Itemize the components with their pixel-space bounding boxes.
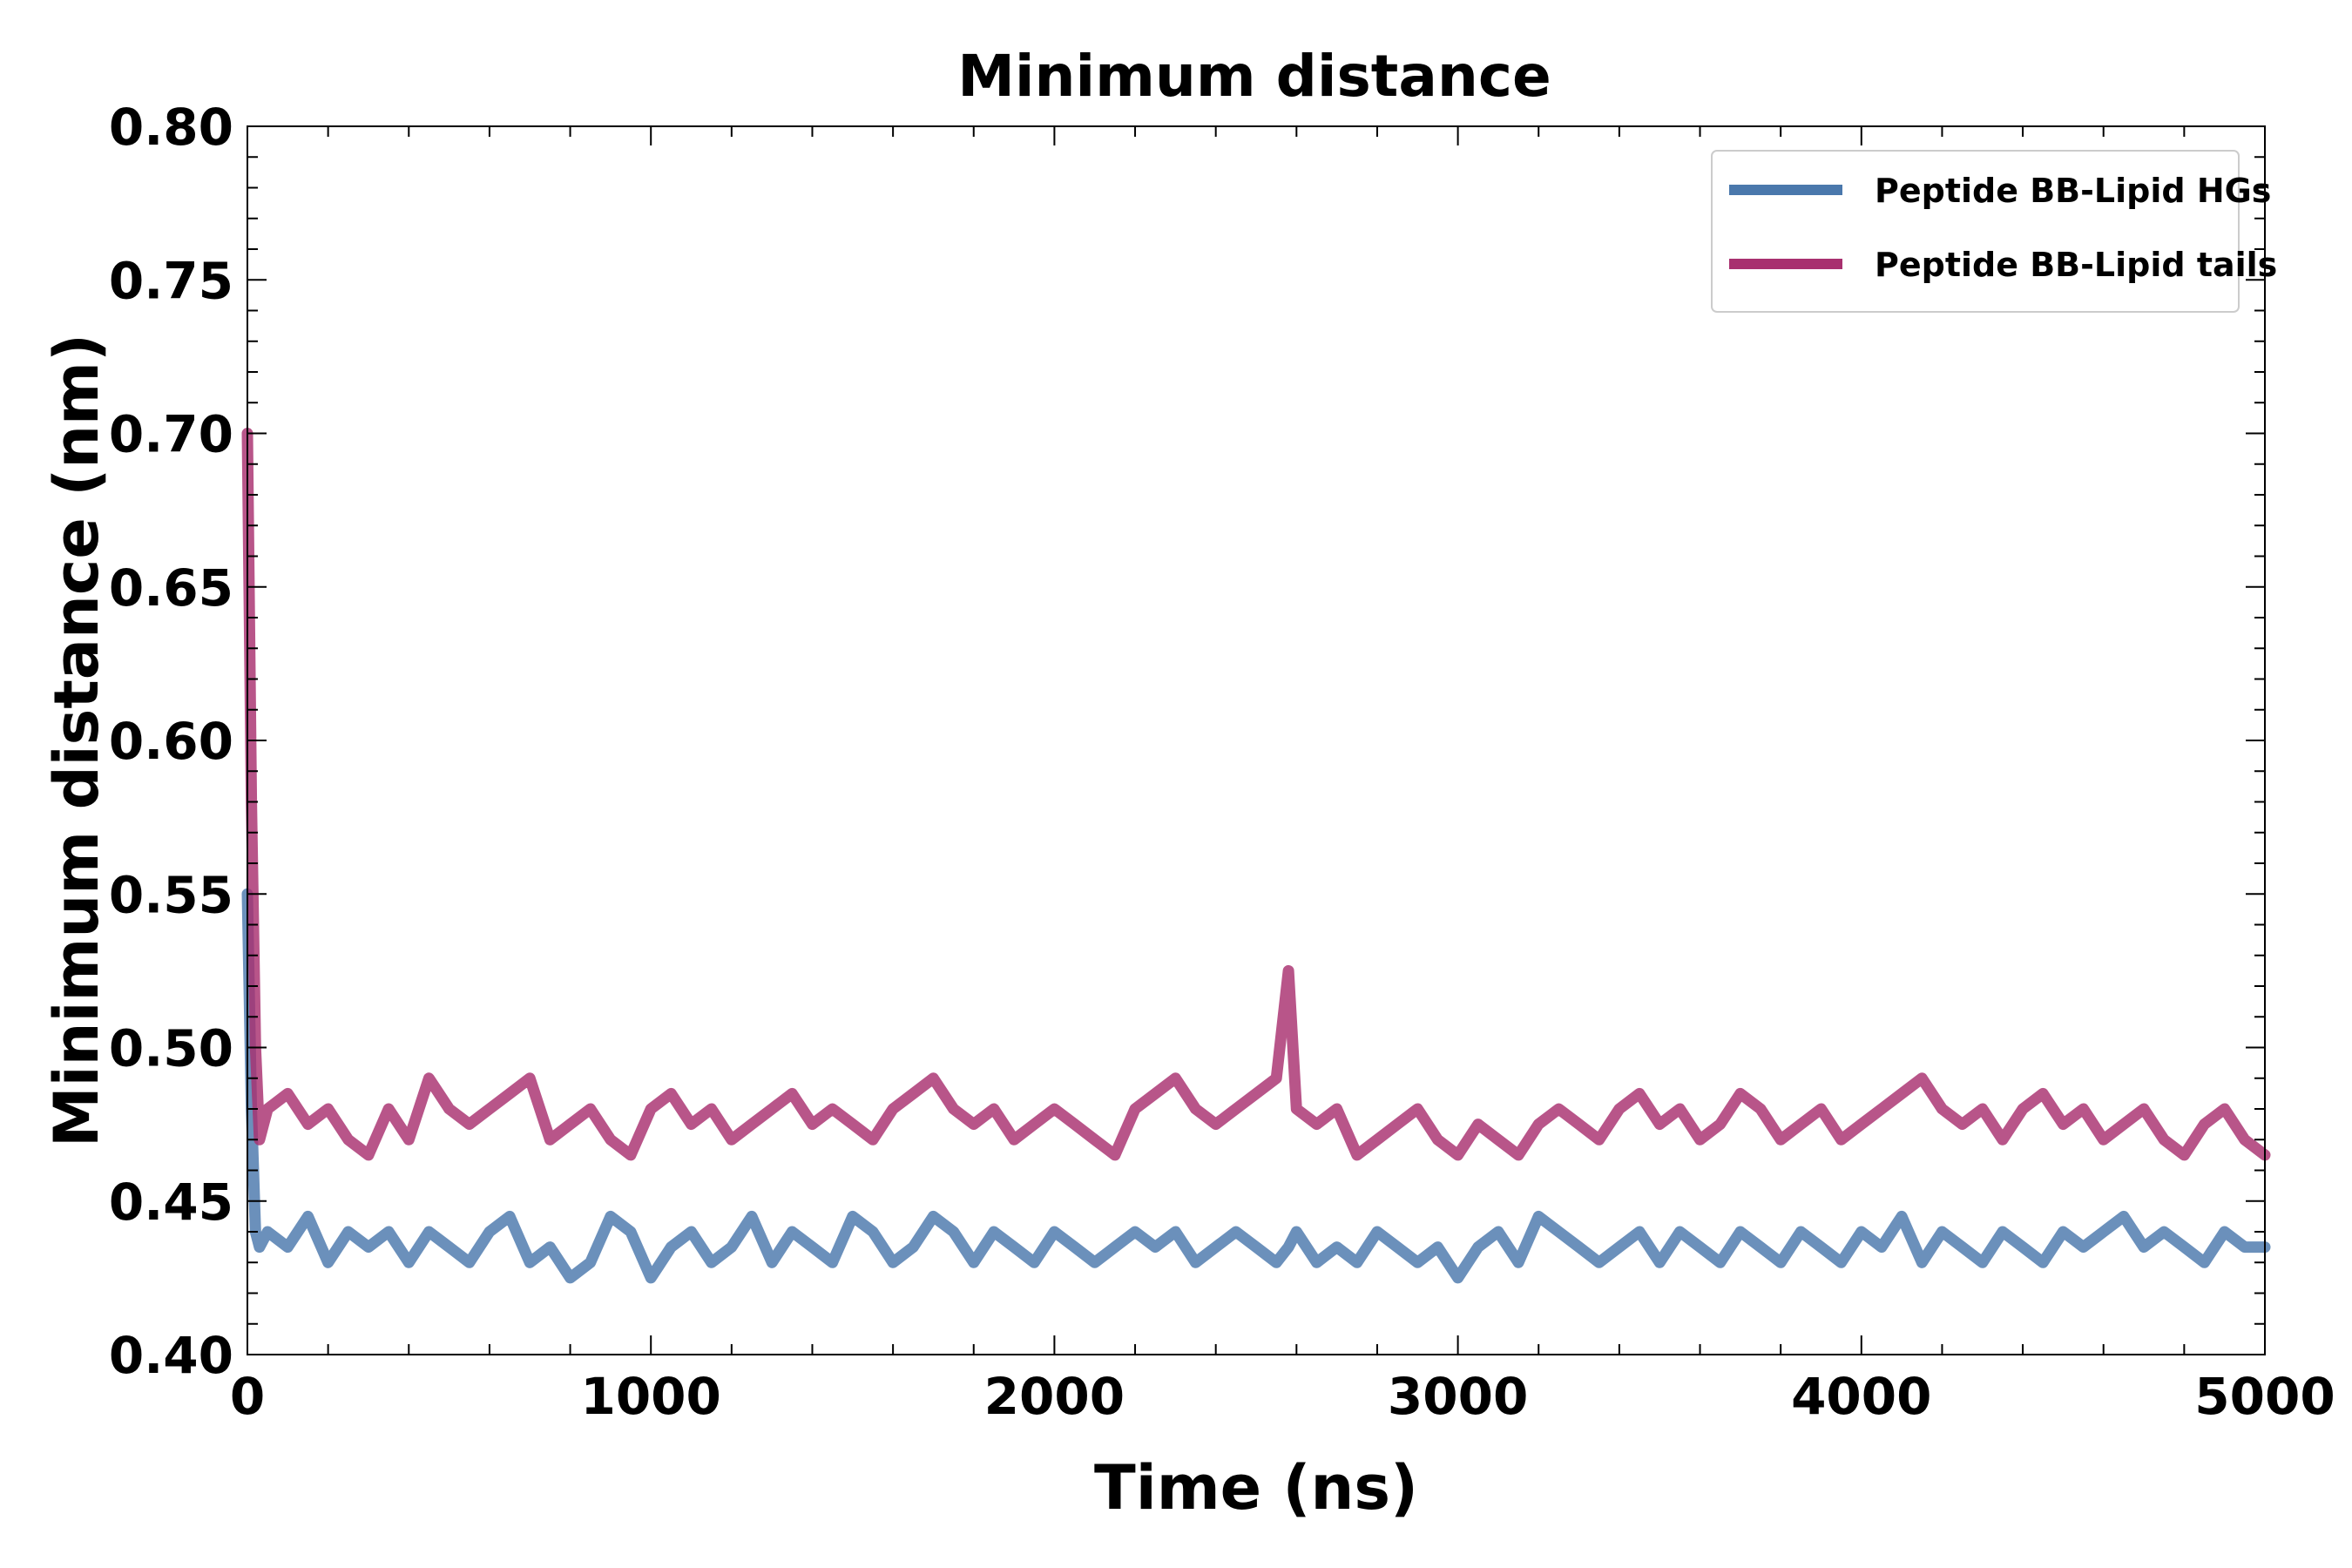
x-tick-label: 3000 <box>1388 1367 1528 1426</box>
legend-box <box>1711 150 2240 313</box>
chart-title: Minimum distance <box>957 43 1551 110</box>
legend-label-hgs: Peptide BB-Lipid HGs <box>1875 172 2271 210</box>
ticks-layer: 0 1000 2000 3000 4000 5000 0.40 0.45 0.50 0.55 0.6… <box>109 98 2335 1426</box>
y-tick-label: 0.40 <box>109 1326 233 1385</box>
x-tick-label: 5000 <box>2194 1367 2335 1426</box>
y-tick-label: 0.70 <box>109 405 233 464</box>
x-tick-label: 1000 <box>580 1367 720 1426</box>
x-tick-label: 4000 <box>1791 1367 1931 1426</box>
y-tick-label: 0.80 <box>109 98 233 157</box>
y-tick-label: 0.75 <box>109 251 233 310</box>
legend-label-tails: Peptide BB-Lipid tails <box>1875 246 2277 284</box>
series-line-0 <box>241 888 2271 1284</box>
y-axis-label: Minimum distance (nm) <box>41 334 112 1147</box>
legend: Peptide BB-Lipid HGs Peptide BB-Lipid ta… <box>1711 150 2277 313</box>
series-layer <box>241 428 2271 1284</box>
series-line-1 <box>241 428 2271 1161</box>
plot-area: 0 1000 2000 3000 4000 5000 0.40 0.45 0.50 0.55 0.6… <box>109 98 2335 1426</box>
y-tick-label: 0.50 <box>109 1019 233 1078</box>
y-tick-label: 0.65 <box>109 558 233 618</box>
x-axis-label: Time (ns) <box>1094 1452 1418 1524</box>
y-tick-label: 0.60 <box>109 712 233 771</box>
y-tick-label: 0.45 <box>109 1173 233 1232</box>
x-tick-label: 0 <box>230 1367 265 1426</box>
x-tick-label: 2000 <box>984 1367 1125 1426</box>
y-tick-label: 0.55 <box>109 865 233 924</box>
